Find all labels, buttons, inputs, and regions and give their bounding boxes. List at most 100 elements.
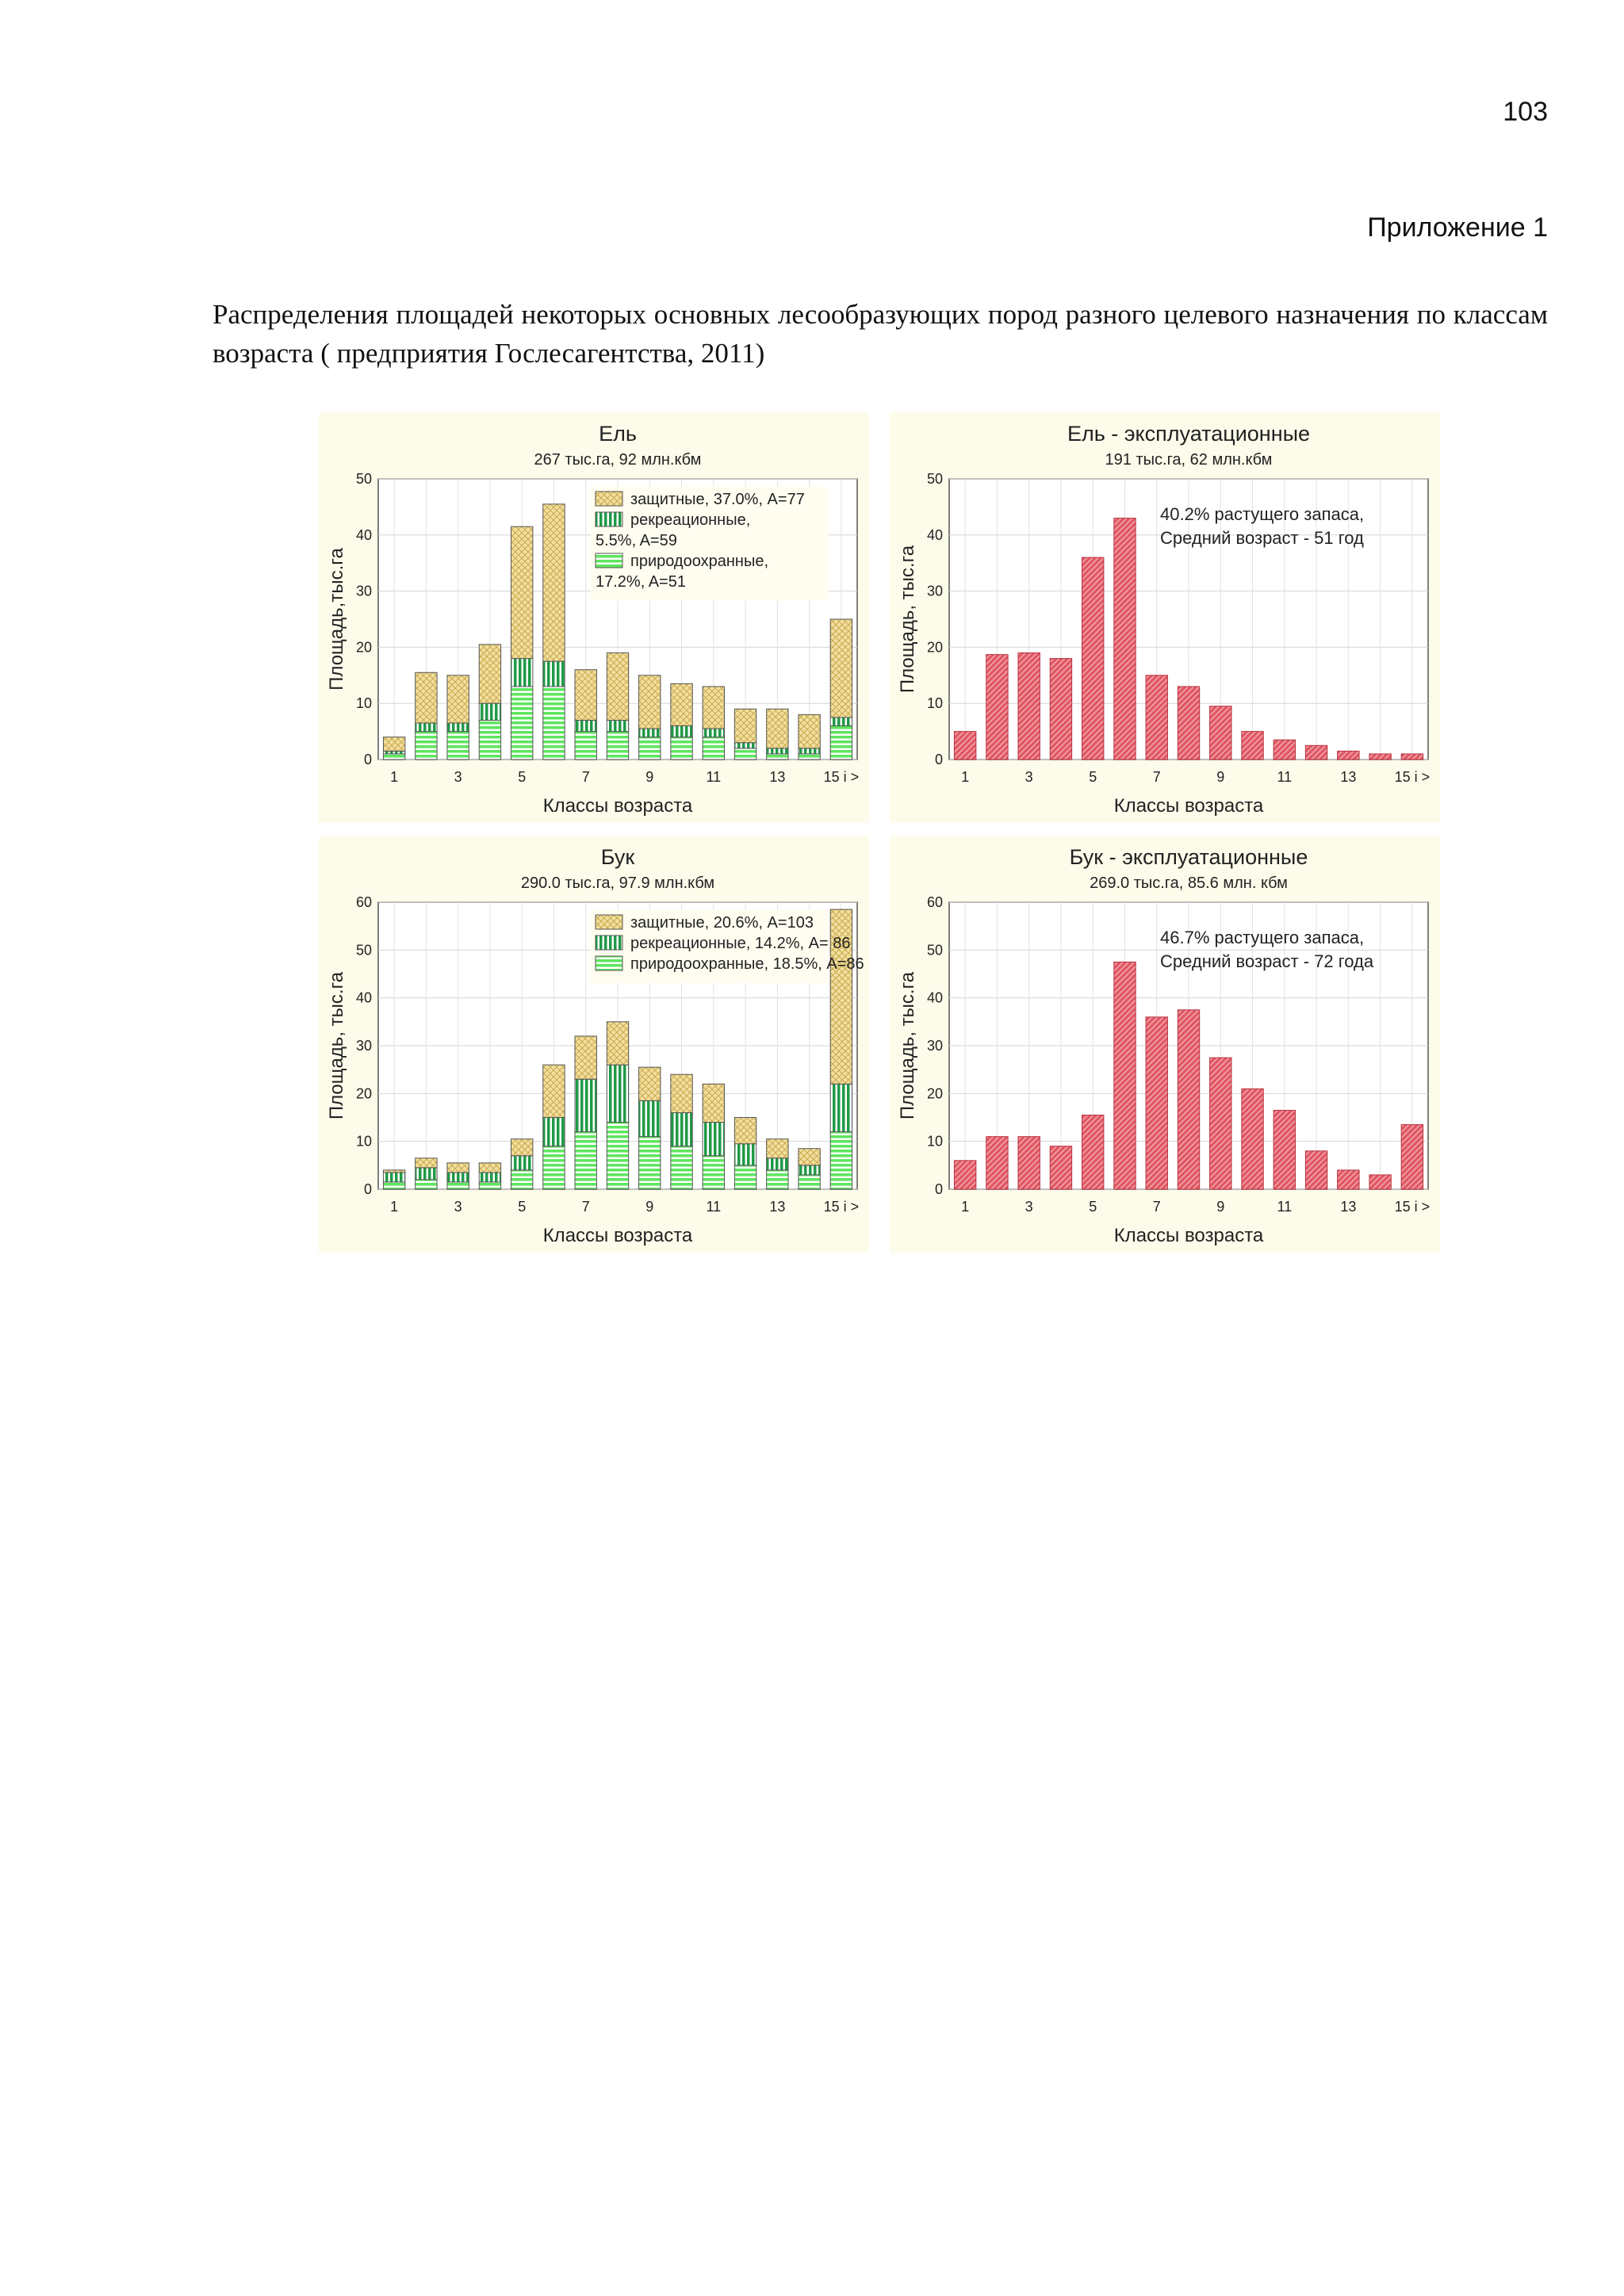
bar-protective xyxy=(766,1138,789,1159)
y-tick-label: 0 xyxy=(364,1181,372,1197)
bar-recreation xyxy=(606,1064,630,1123)
bar-exploit xyxy=(1304,744,1328,760)
bar-nature xyxy=(511,686,534,760)
y-tick-label: 50 xyxy=(927,942,943,958)
bar-protective xyxy=(829,909,853,1085)
bar-exploit xyxy=(1209,1057,1232,1190)
bar-exploit xyxy=(1241,1088,1264,1190)
bar-protective xyxy=(638,675,661,729)
y-tick-label: 0 xyxy=(364,752,372,767)
chart-title: Ель xyxy=(599,422,637,446)
x-tick-label: 1 xyxy=(390,1199,398,1215)
y-tick-label: 10 xyxy=(927,695,943,711)
bar-recreation xyxy=(606,719,630,733)
chart-title: Ель - эксплуатационные xyxy=(1067,422,1310,446)
bar-protective xyxy=(606,652,630,721)
bar-recreation xyxy=(446,722,469,733)
x-tick-label: 15 i > xyxy=(824,1199,860,1215)
y-tick-label: 60 xyxy=(927,894,943,910)
bar-protective xyxy=(542,503,565,662)
chart-subtitle: 267 тыс.га, 92 млн.кбм xyxy=(534,451,702,469)
bar-nature xyxy=(606,1122,630,1190)
bar-protective xyxy=(511,526,534,660)
bar-exploit xyxy=(1273,739,1296,760)
y-tick-label: 30 xyxy=(927,584,943,599)
y-tick-label: 30 xyxy=(356,1038,372,1054)
bar-nature xyxy=(415,1179,438,1190)
chart-svg: Бук 290.0 тыс.га, 97.9 млн.кбм 0 10 20 30 40 50… xyxy=(326,845,864,1246)
legend-box xyxy=(591,910,829,983)
bar-recreation xyxy=(798,1165,821,1176)
bar-exploit xyxy=(1113,961,1136,1190)
bar-protective xyxy=(606,1021,630,1066)
x-tick-label: 3 xyxy=(454,769,462,785)
x-tick-label: 1 xyxy=(961,1199,969,1215)
bar-nature xyxy=(382,1181,406,1190)
legend-label: природоохранные, xyxy=(630,553,768,570)
bar-protective xyxy=(670,1073,693,1113)
legend-label: 5.5%, A=59 xyxy=(596,532,677,549)
bar-exploit xyxy=(1049,658,1073,760)
x-tick-label: 1 xyxy=(390,769,398,785)
bar-nature xyxy=(574,1131,597,1190)
x-tick-label: 11 xyxy=(706,1199,721,1215)
bar-exploit xyxy=(1017,1136,1040,1190)
bar-exploit xyxy=(1177,1009,1201,1190)
bar-exploit xyxy=(1145,675,1168,760)
legend-swatch-recreation xyxy=(595,511,623,527)
x-tick-label: 3 xyxy=(454,1199,462,1215)
bar-exploit xyxy=(1082,557,1105,760)
x-tick-label: 13 xyxy=(769,1199,785,1215)
y-tick-label: 20 xyxy=(356,1085,372,1101)
bar-exploit xyxy=(1337,1169,1360,1190)
bar-protective xyxy=(829,618,853,718)
y-tick-label: 30 xyxy=(927,1038,943,1054)
legend-label: рекреационные, xyxy=(630,511,750,529)
x-tick-label: 7 xyxy=(582,769,590,785)
bar-recreation xyxy=(670,1112,693,1147)
legend-box xyxy=(591,487,829,601)
chart-panel-spruce-exploit: Ель - эксплуатационные 191 тыс.га, 62 млн… xyxy=(890,412,1440,823)
bar-recreation xyxy=(574,1078,597,1133)
chart-title: Бук xyxy=(601,845,635,869)
y-axis-label: Площадь, тыс.га xyxy=(897,971,918,1119)
chart-annotation: Средний возраст - 72 года xyxy=(1160,951,1374,971)
bar-recreation xyxy=(478,702,502,721)
legend-label: защитные, 20.6%, A=103 xyxy=(630,914,814,932)
x-tick-label: 11 xyxy=(706,769,721,785)
y-tick-label: 40 xyxy=(356,990,372,1006)
chart-panel-beech-all: Бук 290.0 тыс.га, 97.9 млн.кбм 0 10 20 30 40 50… xyxy=(319,836,869,1253)
bar-recreation xyxy=(638,728,661,738)
bar-nature xyxy=(829,1131,853,1190)
bar-exploit xyxy=(1241,731,1264,760)
bar-nature xyxy=(798,1174,821,1190)
bar-nature xyxy=(733,1165,757,1190)
x-tick-label: 5 xyxy=(518,1199,526,1215)
bar-recreation xyxy=(446,1172,469,1183)
bar-protective xyxy=(478,1162,502,1173)
y-tick-label: 10 xyxy=(927,1134,943,1150)
bar-recreation xyxy=(702,1122,725,1157)
bar-nature xyxy=(542,686,565,760)
bar-nature xyxy=(638,1136,661,1190)
bar-nature xyxy=(766,1169,789,1190)
bar-protective xyxy=(733,1117,757,1145)
bar-exploit xyxy=(1113,518,1136,760)
y-tick-label: 0 xyxy=(935,1181,943,1197)
y-axis-label: Площадь,тыс.га xyxy=(326,548,347,691)
chart-title: Бук - эксплуатационные xyxy=(1070,845,1308,869)
bar-exploit xyxy=(1400,753,1424,760)
bar-exploit xyxy=(1337,750,1360,760)
bar-exploit xyxy=(1049,1146,1073,1190)
bar-recreation xyxy=(382,1172,406,1183)
bar-exploit xyxy=(986,1136,1009,1190)
bar-protective xyxy=(542,1064,565,1118)
bar-protective xyxy=(702,1083,725,1123)
bar-recreation xyxy=(415,722,438,733)
x-tick-label: 13 xyxy=(1340,1199,1356,1215)
y-tick-label: 40 xyxy=(927,527,943,543)
x-tick-label: 7 xyxy=(582,1199,590,1215)
y-tick-label: 10 xyxy=(356,695,372,711)
bar-exploit xyxy=(1400,1124,1424,1190)
